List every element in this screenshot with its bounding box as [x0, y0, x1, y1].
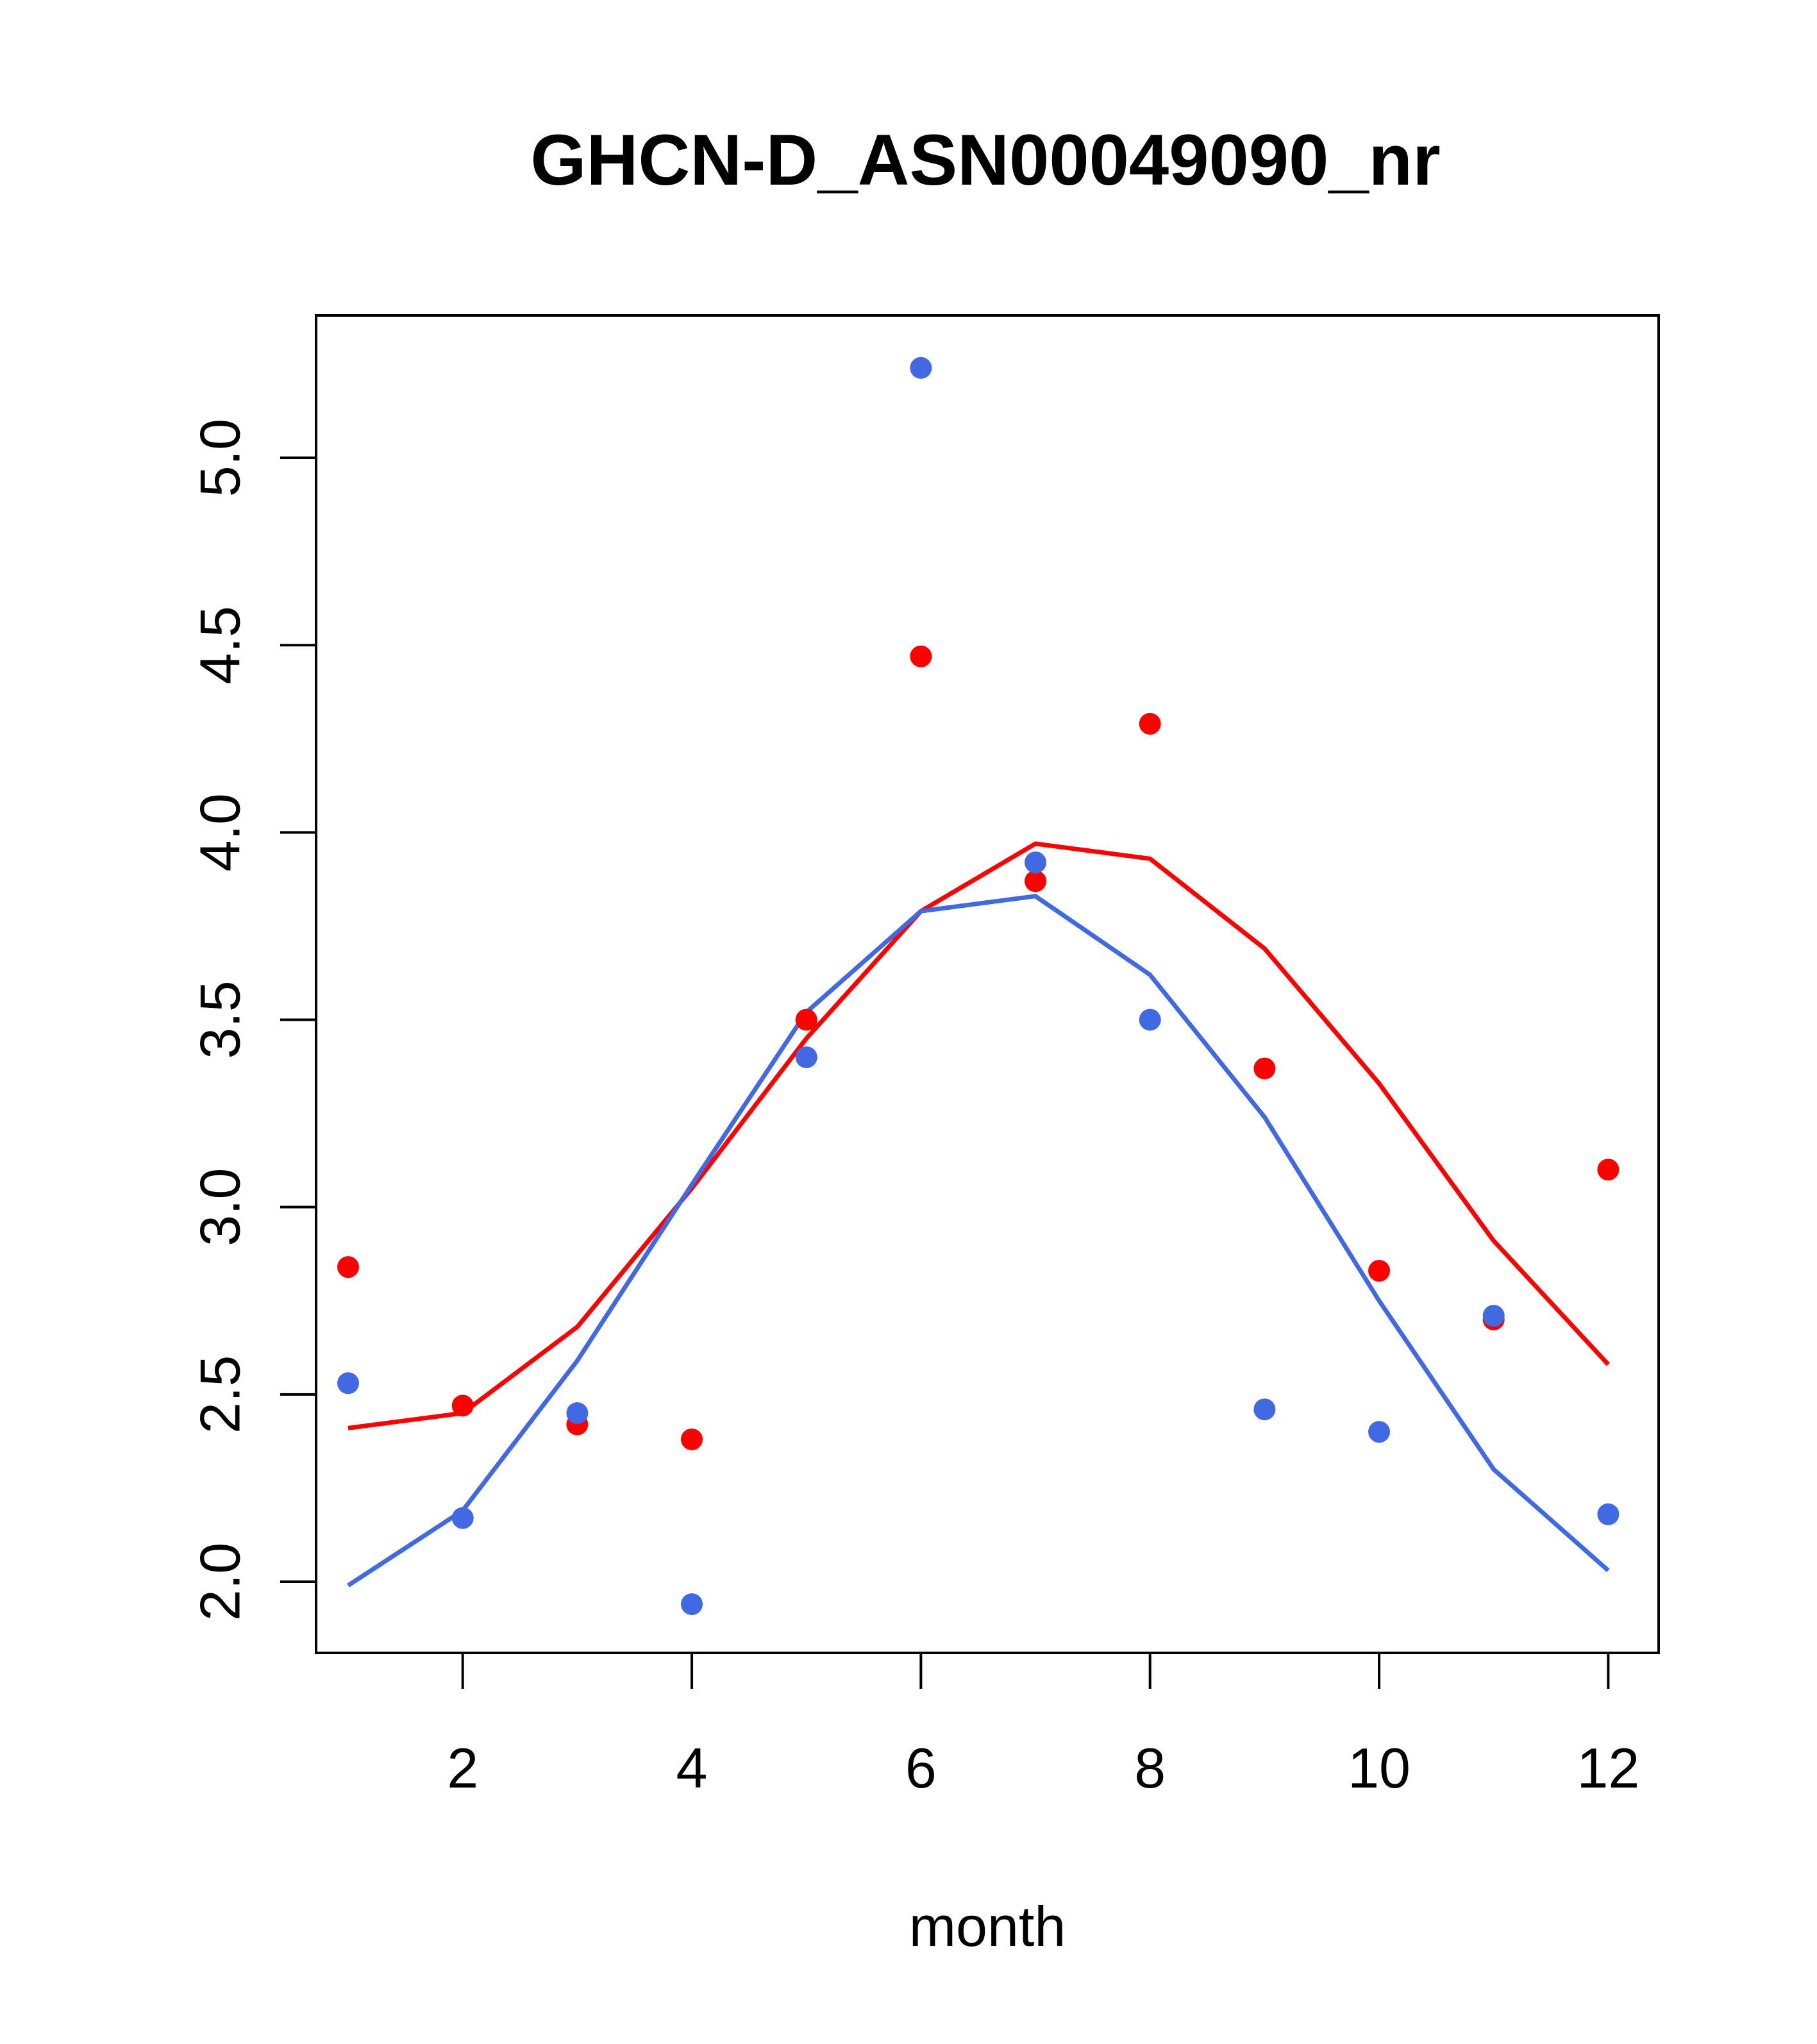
series-2-point: [1139, 1009, 1161, 1031]
series-1-point: [337, 1256, 360, 1278]
plot-frame: [315, 314, 1660, 1654]
y-tick-label: 4.0: [188, 793, 252, 871]
x-tick-label: 12: [1577, 1736, 1639, 1800]
x-axis: 2 4 6 8 10 12: [447, 1652, 1639, 1800]
series-2-point: [1025, 851, 1047, 874]
series-1-point: [451, 1395, 474, 1417]
x-tick-label: 10: [1348, 1736, 1411, 1800]
y-axis: 2.0 2.5 3.0 3.5 4.0 4.5 5.0: [188, 419, 317, 1621]
series-1-fit-line: [347, 841, 1610, 1430]
series-2-point: [451, 1507, 474, 1529]
chart-title: GHCN-D_ASN00049090_nr: [530, 120, 1440, 200]
series-2-point: [1253, 1398, 1276, 1421]
x-tick-label: 4: [676, 1736, 708, 1800]
y-tick-label: 4.5: [188, 606, 252, 684]
series-2-point: [795, 1046, 817, 1068]
series-1-point: [910, 645, 932, 667]
series-1-point: [1025, 870, 1047, 892]
series-1-point: [681, 1428, 703, 1450]
x-tick-label: 6: [905, 1736, 937, 1800]
y-tick-label: 2.5: [188, 1355, 252, 1434]
series-2-point: [1482, 1305, 1505, 1327]
series-1-point: [1139, 712, 1161, 735]
series-2-fit-line: [347, 894, 1610, 1587]
x-tick-label: 2: [447, 1736, 478, 1800]
series-2-point: [1368, 1421, 1391, 1443]
y-tick-label: 5.0: [188, 419, 252, 497]
x-axis-label: month: [909, 1895, 1066, 1958]
series-2-point: [681, 1593, 703, 1616]
series-1-point: [1253, 1057, 1276, 1080]
y-tick-label: 2.0: [188, 1543, 252, 1621]
series-2-point: [1597, 1503, 1620, 1525]
series-1-point: [1368, 1260, 1391, 1282]
y-tick-label: 3.5: [188, 980, 252, 1059]
series-2-point: [337, 1372, 360, 1395]
x-tick-label: 8: [1134, 1736, 1166, 1800]
series-layer: [337, 356, 1620, 1616]
series-1-point: [795, 1009, 817, 1031]
series-2-point: [910, 356, 932, 379]
y-tick-label: 3.0: [188, 1168, 252, 1246]
series-2-point: [566, 1402, 589, 1425]
series-1-point: [1597, 1159, 1620, 1181]
